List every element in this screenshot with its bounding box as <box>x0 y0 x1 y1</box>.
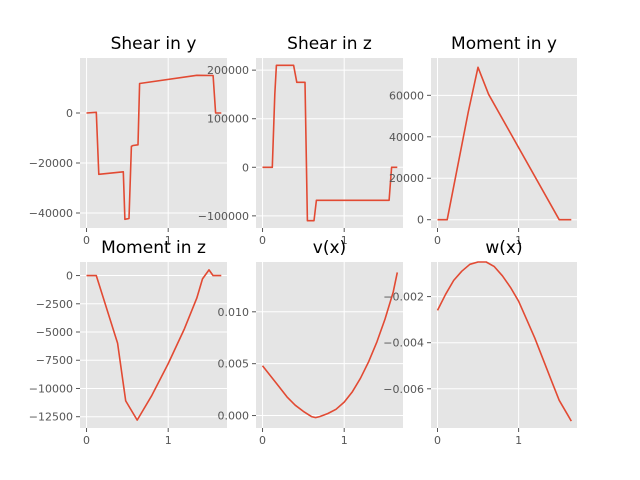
y-tick-label: 0 <box>242 161 249 174</box>
plot-area <box>256 262 403 428</box>
y-tick-label: −12500 <box>29 411 73 424</box>
subplot-6: 0 1 −0.002 −0.004 −0.006 w(x) <box>383 238 577 447</box>
subplot-title: Shear in y <box>111 34 197 54</box>
subplot-1: 0 1 0 −20000 −40000 Shear in y <box>29 34 227 247</box>
y-tick-label: 40000 <box>389 131 424 144</box>
subplot-title: Moment in y <box>451 34 557 54</box>
x-tick-label: 1 <box>515 434 522 447</box>
y-tick-label: −2500 <box>36 298 73 311</box>
series-line <box>86 74 222 221</box>
series-line <box>436 261 572 422</box>
y-tick-label: 0 <box>66 270 73 283</box>
x-tick-label: 0 <box>434 434 441 447</box>
x-tick-label: 1 <box>165 234 172 247</box>
y-tick-label: 200000 <box>207 64 249 77</box>
x-tick-label: 1 <box>165 434 172 447</box>
x-tick-label: 0 <box>83 234 90 247</box>
plot-area <box>256 58 403 228</box>
y-tick-label: 0 <box>66 107 73 120</box>
y-tick-label: 20000 <box>389 172 424 185</box>
series-line <box>261 272 399 419</box>
y-tick-label: −7500 <box>36 354 73 367</box>
y-tick-label: −0.006 <box>383 383 424 396</box>
subplot-title: v(x) <box>313 238 346 258</box>
y-tick-label: −100000 <box>198 210 249 223</box>
plot-area <box>80 262 227 428</box>
y-tick-label: −40000 <box>29 207 73 220</box>
subplot-3: 0 1 0 20000 40000 60000 Moment in y <box>389 34 577 247</box>
x-tick-label: 0 <box>259 434 266 447</box>
series-line <box>262 64 398 222</box>
subplot-4: 0 1 0 −2500 −5000 −7500 −10000 −12500 Moment in … <box>29 238 227 447</box>
y-tick-label: −10000 <box>29 382 73 395</box>
series-line <box>86 269 222 421</box>
x-tick-label: 0 <box>434 234 441 247</box>
y-tick-label: −20000 <box>29 157 73 170</box>
plot-area <box>431 58 577 228</box>
subplot-2: 0 1 200000 100000 0 −100000 Shear in z <box>198 34 403 247</box>
x-tick-label: 0 <box>259 234 266 247</box>
y-tick-label: 0 <box>417 214 424 227</box>
x-tick-label: 1 <box>341 234 348 247</box>
subplot-5: 0 1 0.000 0.005 0.010 v(x) <box>218 238 403 447</box>
x-tick-label: 1 <box>341 434 348 447</box>
y-tick-label: 0.000 <box>218 410 250 423</box>
y-tick-label: −0.004 <box>383 337 424 350</box>
y-tick-label: −5000 <box>36 326 73 339</box>
series-line <box>437 66 572 221</box>
plot-area <box>431 262 577 428</box>
x-tick-label: 0 <box>83 434 90 447</box>
y-tick-label: 0.010 <box>218 306 250 319</box>
subplot-title: w(x) <box>485 238 522 258</box>
y-tick-label: 60000 <box>389 89 424 102</box>
subplot-title: Moment in z <box>101 238 206 258</box>
y-tick-label: 0.005 <box>218 358 250 371</box>
y-tick-label: 100000 <box>207 113 249 126</box>
plot-area <box>80 58 227 228</box>
y-tick-label: −0.002 <box>383 291 424 304</box>
x-tick-label: 1 <box>515 234 522 247</box>
subplot-title: Shear in z <box>287 34 372 54</box>
